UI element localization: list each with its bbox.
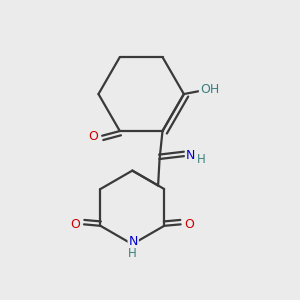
Text: O: O <box>70 218 80 231</box>
Text: OH: OH <box>200 83 219 96</box>
Text: H: H <box>128 247 137 260</box>
Text: H: H <box>196 152 205 166</box>
Text: O: O <box>184 218 194 231</box>
Text: N: N <box>128 236 138 248</box>
Text: N: N <box>186 149 195 162</box>
Text: O: O <box>88 130 98 143</box>
